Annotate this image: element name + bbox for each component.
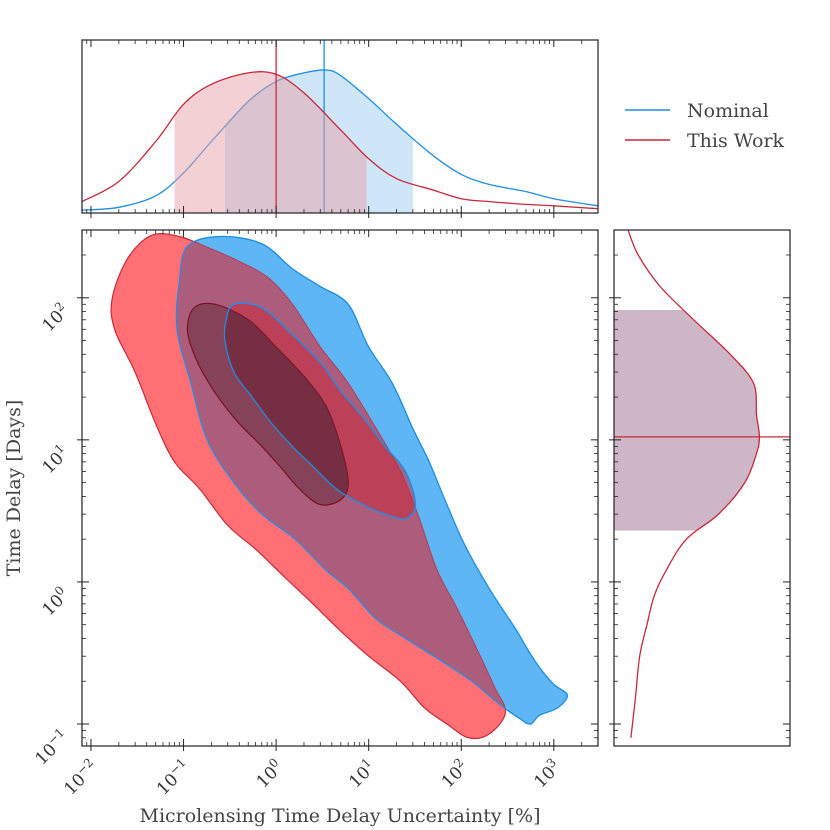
top-kde-layer [82,40,598,213]
axis-ticks [77,40,790,751]
main-contour-layer [110,232,569,740]
y-tick-label: 101 [37,441,74,478]
top-axes-frame [81,39,599,214]
x-tick-label: 102 [436,755,473,792]
this-work-right-kde-line [627,230,761,738]
right-kde-layer [614,230,790,738]
this-work-right-credible-interval [614,310,760,531]
legend-label-nominal: Nominal [687,100,769,122]
nominal-inner-contour-line [223,302,417,520]
y-tick-label: 100 [37,583,74,620]
y-tick-label: 10−1 [29,725,73,769]
inner-overlap-region [224,303,349,506]
x-tick-label: 100 [251,755,288,792]
legend-label-this-work: This Work [687,130,785,152]
y-axis-title: Time Delay [Days] [3,400,25,577]
legend: Nominal This Work [625,100,785,152]
y-tick-label: 102 [37,299,74,336]
top-clipped-group [82,40,598,213]
this-work-kde-line [82,71,598,210]
right-clipped-group [614,230,790,738]
right-axes-frame [613,229,791,747]
x-tick-label: 10−1 [151,755,195,799]
nominal-outer-contour-line [175,235,569,725]
x-axis-title: Microlensing Time Delay Uncertainty [%] [139,805,540,827]
main-clipped-group [110,232,569,740]
x-tick-label: 101 [343,755,380,792]
main-axes-frame [81,229,599,747]
x-tick-label: 10−2 [58,755,102,799]
x-tick-label: 103 [528,755,565,792]
